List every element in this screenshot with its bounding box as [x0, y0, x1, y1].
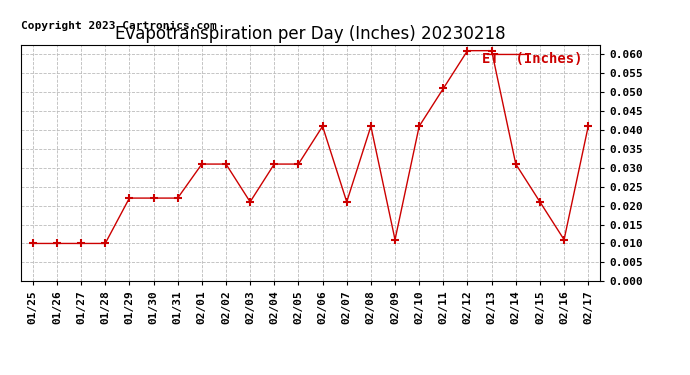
ET  (Inches) — [511, 162, 520, 166]
ET  (Inches) — [29, 241, 37, 246]
ET  (Inches) — [125, 196, 133, 200]
ET  (Inches) — [535, 200, 544, 204]
ET  (Inches) — [318, 124, 326, 129]
ET  (Inches) — [584, 124, 592, 129]
ET  (Inches) — [366, 124, 375, 129]
ET  (Inches) — [246, 200, 254, 204]
ET  (Inches) — [294, 162, 302, 166]
ET  (Inches) — [197, 162, 206, 166]
ET  (Inches) — [439, 86, 447, 91]
ET  (Inches) — [173, 196, 181, 200]
ET  (Inches) — [560, 237, 568, 242]
ET  (Inches) — [342, 200, 351, 204]
Text: ET  (Inches): ET (Inches) — [482, 52, 583, 66]
Text: Copyright 2023 Cartronics.com: Copyright 2023 Cartronics.com — [21, 21, 217, 31]
ET  (Inches) — [391, 237, 399, 242]
ET  (Inches) — [52, 241, 61, 246]
ET  (Inches) — [415, 124, 423, 129]
ET  (Inches) — [487, 48, 495, 53]
ET  (Inches) — [77, 241, 85, 246]
ET  (Inches) — [149, 196, 157, 200]
ET  (Inches) — [270, 162, 278, 166]
ET  (Inches) — [101, 241, 109, 246]
ET  (Inches) — [463, 48, 471, 53]
ET  (Inches) — [221, 162, 230, 166]
Title: Evapotranspiration per Day (Inches) 20230218: Evapotranspiration per Day (Inches) 2023… — [115, 26, 506, 44]
Line: ET  (Inches): ET (Inches) — [28, 46, 593, 248]
